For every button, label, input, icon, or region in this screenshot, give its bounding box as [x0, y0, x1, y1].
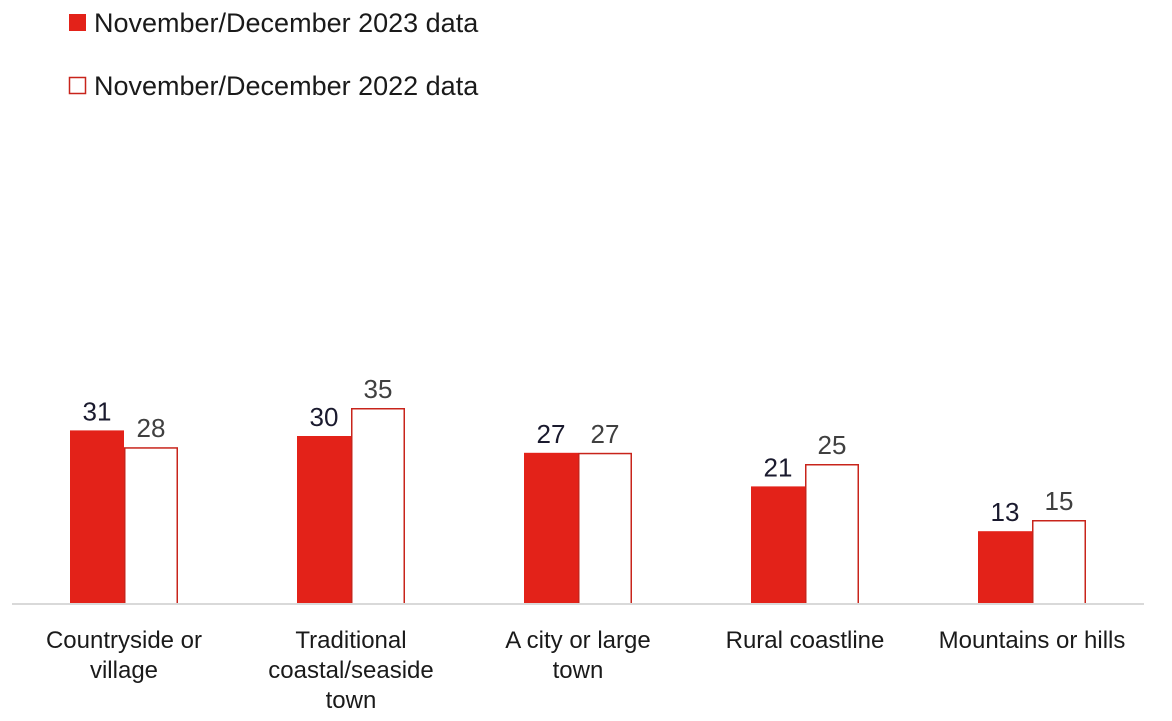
bars: [70, 408, 1086, 605]
bar-2023-2: [297, 436, 351, 604]
category-label-1: Countryside or village: [46, 627, 202, 684]
category-label-line: A city or large: [505, 627, 650, 654]
bar-2023-5: [978, 531, 1032, 604]
bar-2022-5: [1032, 520, 1086, 605]
legend-label-2023: November/December 2023 data: [94, 8, 479, 38]
value-label-2023-3: 27: [537, 419, 566, 449]
value-label-2022-1: 28: [137, 413, 166, 443]
value-label-2022-5: 15: [1045, 486, 1074, 516]
bar-2023-4: [751, 486, 805, 604]
bar-2022-2: [351, 408, 405, 605]
bar-2022-4: [805, 464, 859, 605]
bar-2023-3: [524, 452, 578, 604]
category-label-line: town: [326, 687, 377, 714]
category-label-line: village: [90, 657, 158, 684]
value-label-2022-2: 35: [364, 374, 393, 404]
category-label-2: Traditional coastal/seaside town: [268, 627, 433, 714]
legend-item-2023: November/December 2023 data: [69, 8, 479, 38]
value-label-2023-1: 31: [83, 396, 112, 426]
legend-item-2022: November/December 2022 data: [68, 71, 479, 101]
value-label-2022-3: 27: [591, 419, 620, 449]
category-labels: Countryside or village Traditional coastal/…: [46, 627, 1125, 714]
bar-2022-1: [124, 447, 178, 605]
value-label-2023-4: 21: [764, 452, 793, 482]
legend-swatch-2023: [69, 14, 86, 31]
category-label-5: Mountains or hills: [939, 627, 1126, 654]
legend-swatch-2022: [68, 76, 87, 95]
category-label-4: Rural coastline: [726, 627, 885, 654]
legend: November/December 2023 data November/Dec…: [68, 8, 479, 101]
value-labels: 31 28 30 35 27 27 21 25 13 15: [83, 374, 1074, 527]
legend-label-2022: November/December 2022 data: [94, 71, 479, 101]
category-label-line: coastal/seaside: [268, 657, 433, 684]
category-label-3: A city or large town: [505, 627, 650, 684]
category-label-line: Rural coastline: [726, 627, 885, 654]
value-label-2023-2: 30: [310, 402, 339, 432]
bar-2023-1: [70, 430, 124, 604]
category-label-line: town: [553, 657, 604, 684]
value-label-2023-5: 13: [991, 497, 1020, 527]
category-label-line: Mountains or hills: [939, 627, 1126, 654]
category-label-line: Countryside or: [46, 627, 202, 654]
bar-2022-3: [578, 452, 632, 605]
category-label-line: Traditional: [295, 627, 406, 654]
value-label-2022-4: 25: [818, 430, 847, 460]
